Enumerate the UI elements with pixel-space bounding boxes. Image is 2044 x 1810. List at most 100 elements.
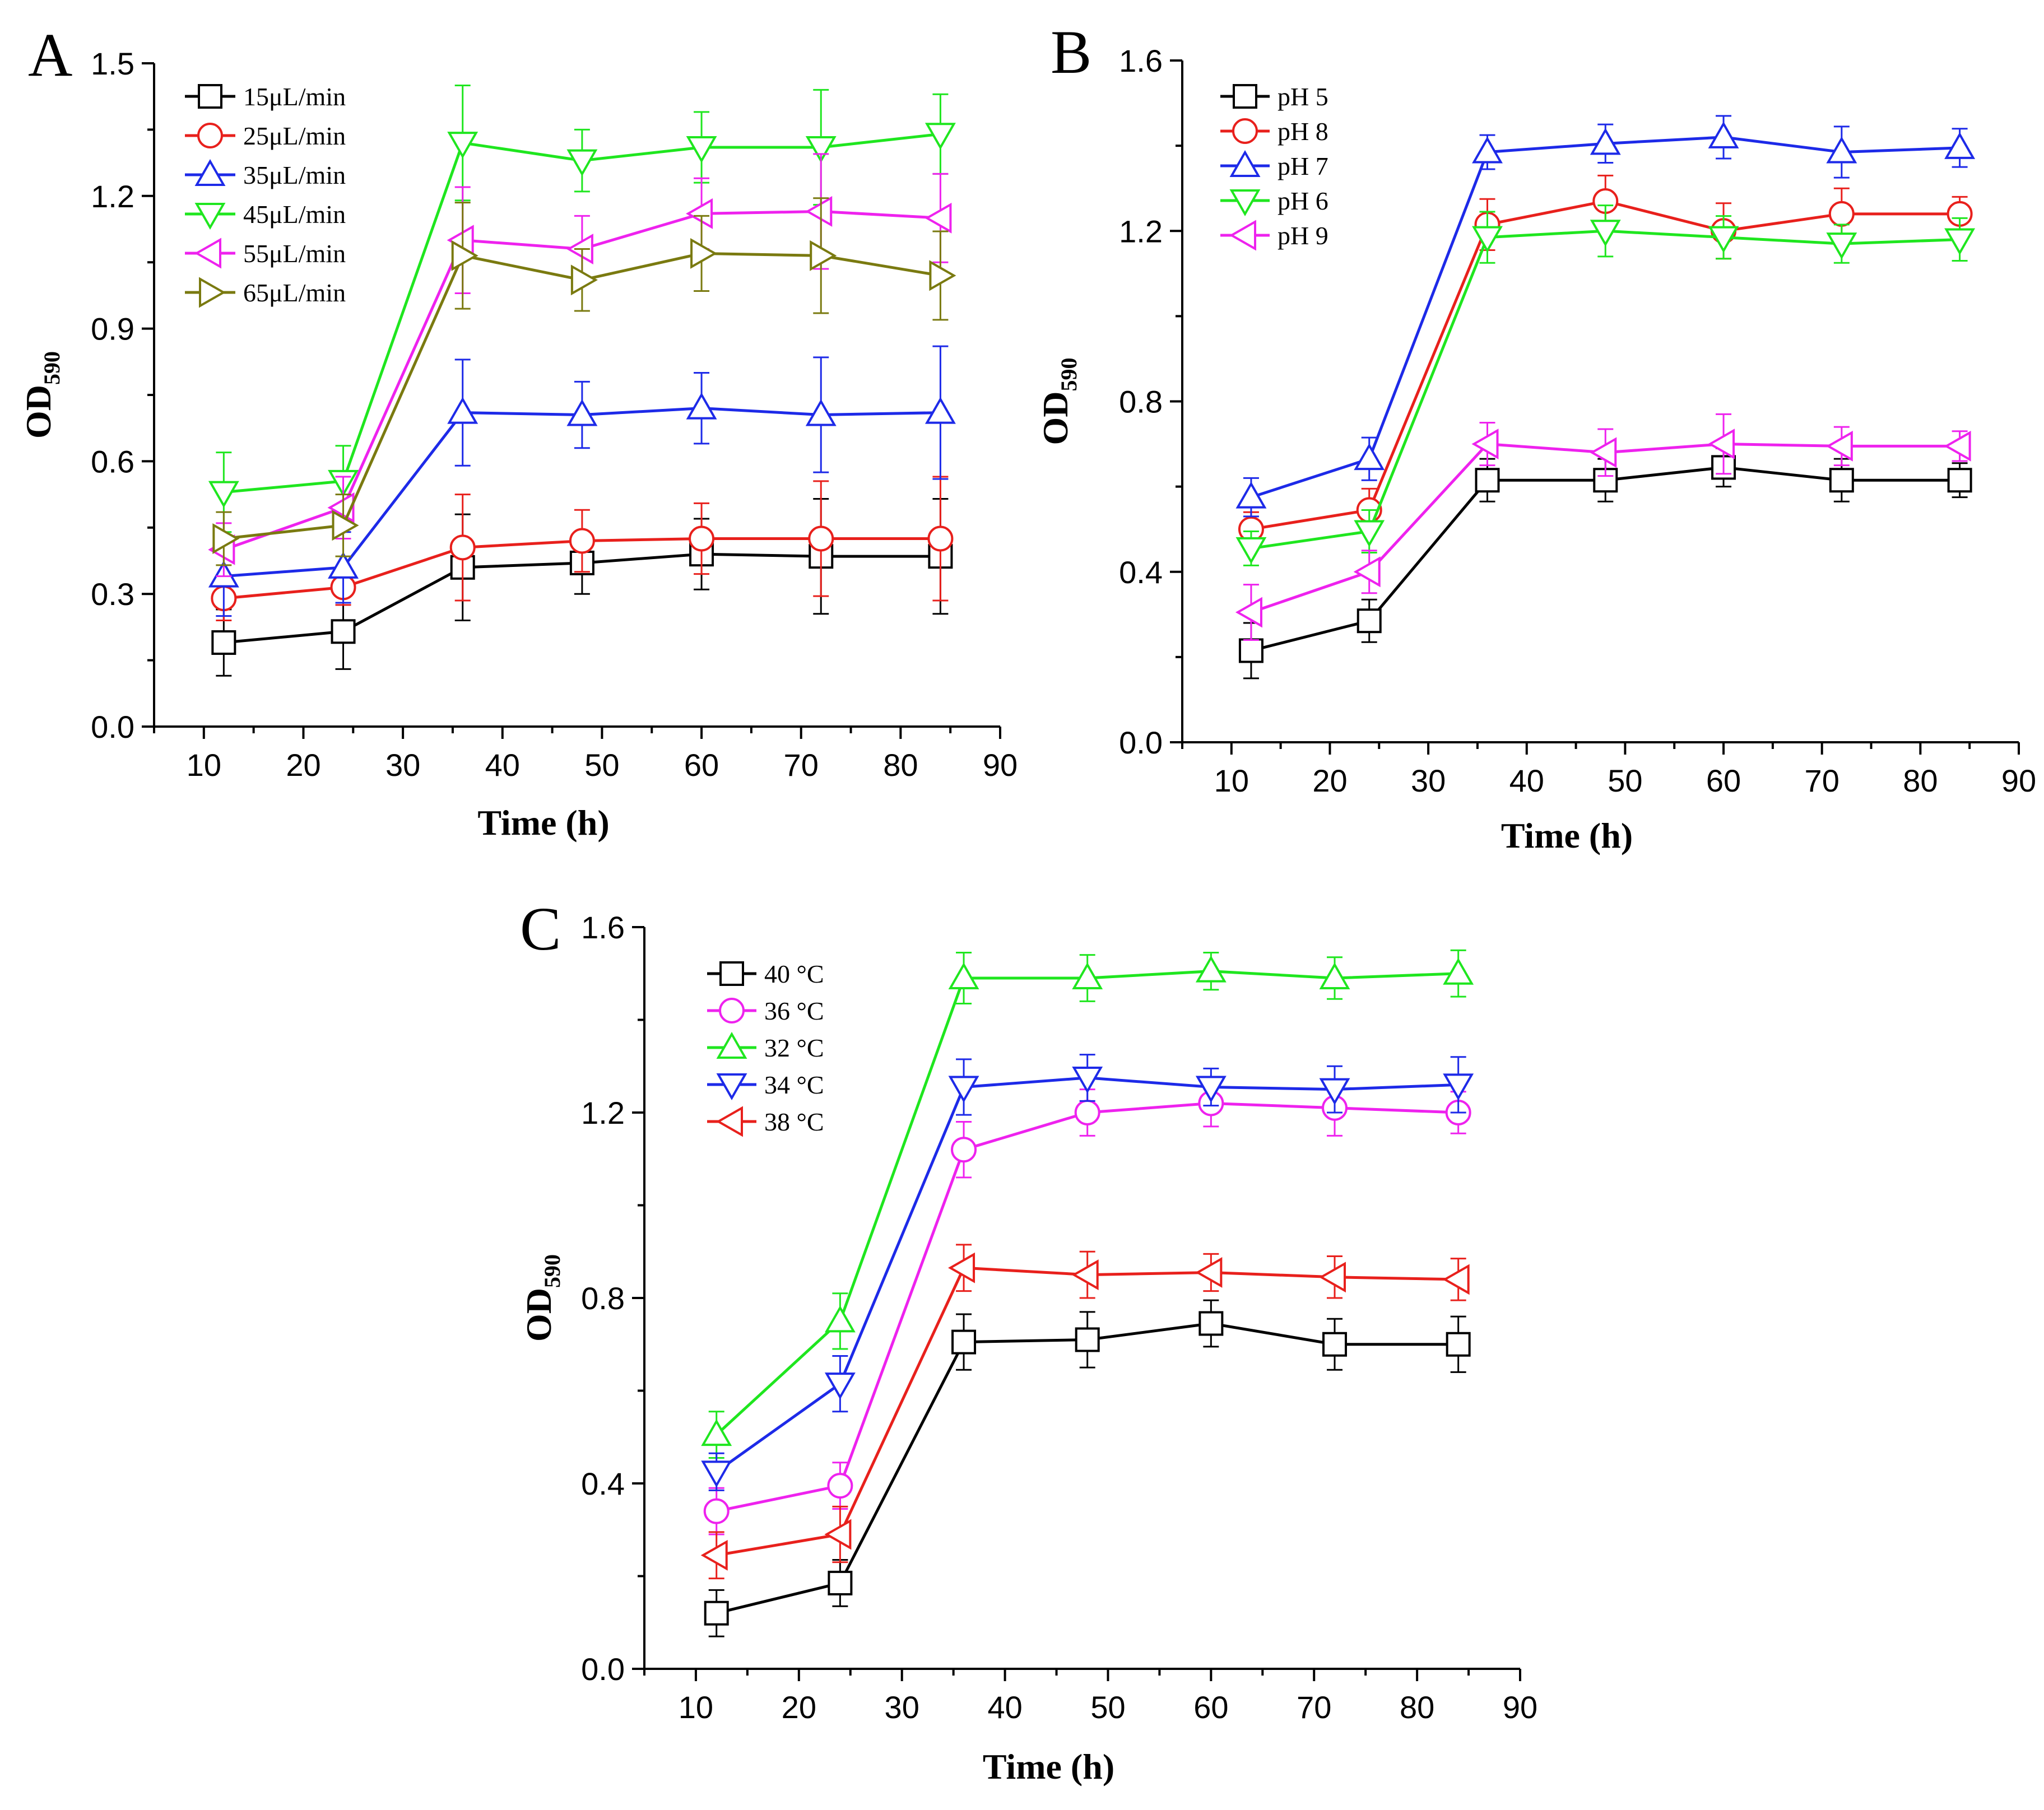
data-point xyxy=(1947,468,1972,493)
panel-letter-b: B xyxy=(1051,18,1091,86)
series-3 xyxy=(208,345,956,617)
y-tick-label: 0.0 xyxy=(1119,725,1163,760)
legend-label: 65μL/min xyxy=(243,278,346,307)
data-point xyxy=(1829,468,1854,493)
x-tick-label: 20 xyxy=(1312,763,1347,798)
series-line xyxy=(716,1266,1458,1557)
data-point xyxy=(1075,1327,1100,1352)
data-point xyxy=(686,136,717,164)
data-point xyxy=(808,525,834,552)
data-point xyxy=(1354,443,1385,471)
legend-label: 55μL/min xyxy=(243,239,346,268)
legend-marker xyxy=(719,998,745,1023)
legend-entry: 40 °C xyxy=(707,960,824,988)
y-axis-title-subscript: 590 xyxy=(1056,358,1081,392)
data-point xyxy=(824,1519,852,1550)
data-point xyxy=(1072,962,1103,990)
data-point xyxy=(1590,220,1621,247)
data-point xyxy=(1708,429,1735,460)
x-tick-label: 10 xyxy=(1214,763,1249,798)
legend-label: pH 6 xyxy=(1278,187,1328,215)
y-tick-label: 0.0 xyxy=(91,709,134,745)
data-point xyxy=(1590,437,1617,468)
x-axis-title: Time (h) xyxy=(983,1747,1114,1786)
x-tick-label: 20 xyxy=(286,747,320,783)
data-point xyxy=(332,510,359,541)
chart-panel-a: 10 20 30 40 50 60 70 80 90 0.0 0.3 0.6 0.9 1.2 1.5 Time… xyxy=(18,46,1018,843)
y-tick-label: 1.6 xyxy=(1119,43,1163,78)
x-tick-label: 70 xyxy=(1805,763,1839,798)
x-tick-label: 20 xyxy=(782,1690,816,1725)
legend-marker xyxy=(197,123,223,148)
x-tick-label: 30 xyxy=(885,1690,919,1725)
data-point xyxy=(1828,201,1855,227)
data-point xyxy=(701,1419,732,1446)
data-point xyxy=(1475,468,1500,493)
data-point xyxy=(689,525,715,552)
legend-label: pH 7 xyxy=(1278,152,1328,180)
legend-label: 36 °C xyxy=(764,997,824,1025)
series-3 xyxy=(1235,115,1976,518)
data-point xyxy=(1944,228,1976,255)
data-point xyxy=(328,551,359,579)
legend-marker xyxy=(1229,150,1261,177)
data-point xyxy=(700,1539,728,1571)
data-point xyxy=(1944,132,1976,159)
x-axis-title: Time (h) xyxy=(477,803,609,843)
data-point xyxy=(704,1600,729,1626)
y-tick-label: 0.9 xyxy=(91,311,134,347)
data-point xyxy=(1443,1073,1474,1101)
x-tick-label: 60 xyxy=(684,747,719,783)
data-point xyxy=(927,525,954,552)
y-axis-title-subscript: 590 xyxy=(39,351,64,385)
legend-marker xyxy=(716,1031,747,1059)
x-tick-label: 90 xyxy=(983,747,1018,783)
legend-marker xyxy=(199,277,226,308)
x-tick-label: 60 xyxy=(1706,763,1741,798)
data-point xyxy=(1590,128,1621,155)
y-tick-label: 1.2 xyxy=(581,1095,625,1130)
y-axis-title: OD590 xyxy=(519,1254,565,1342)
data-point xyxy=(1472,226,1503,253)
data-point xyxy=(824,1305,856,1333)
data-point xyxy=(1708,121,1739,148)
panel-letter-a: A xyxy=(28,21,72,89)
series-5 xyxy=(1235,413,1971,641)
series-1 xyxy=(704,1299,1471,1637)
series-4 xyxy=(208,84,956,533)
x-tick-label: 70 xyxy=(784,747,819,783)
legend-marker xyxy=(716,1106,743,1137)
data-point xyxy=(948,962,979,990)
legend-marker xyxy=(719,961,744,986)
data-point xyxy=(1708,226,1739,253)
data-point xyxy=(1235,597,1262,628)
legend-entry: 15μL/min xyxy=(185,82,346,111)
data-point xyxy=(810,240,837,271)
data-point xyxy=(925,397,956,424)
y-axis-title-main: OD xyxy=(18,385,58,439)
data-point xyxy=(1826,232,1857,260)
series-2 xyxy=(703,1079,1471,1536)
legend-label: 15μL/min xyxy=(243,82,346,111)
y-tick-label: 1.2 xyxy=(1119,213,1163,249)
data-point xyxy=(701,1460,732,1488)
data-point xyxy=(570,264,598,296)
data-point xyxy=(1235,481,1267,509)
y-axis-title-subscript: 590 xyxy=(540,1254,565,1288)
y-tick-label: 1.5 xyxy=(91,46,134,81)
data-point xyxy=(1442,1264,1470,1295)
data-point xyxy=(1471,429,1499,460)
data-point xyxy=(1071,1259,1099,1291)
legend-entry: pH 9 xyxy=(1220,220,1328,251)
x-tick-label: 80 xyxy=(883,747,918,783)
data-point xyxy=(805,196,833,227)
series-2 xyxy=(211,476,954,622)
y-tick-label: 0.8 xyxy=(581,1281,625,1316)
legend-entry: pH 6 xyxy=(1220,187,1328,217)
chart-panel-b: 10 20 30 40 50 60 70 80 90 0.0 0.4 0.8 1.2 1.6 Time (h… xyxy=(1035,43,2036,855)
x-tick-label: 50 xyxy=(584,747,619,783)
legend-label: pH 8 xyxy=(1278,117,1328,146)
y-tick-label: 0.4 xyxy=(1119,555,1163,590)
legend-label: 25μL/min xyxy=(243,122,346,150)
data-point xyxy=(1944,430,1971,462)
